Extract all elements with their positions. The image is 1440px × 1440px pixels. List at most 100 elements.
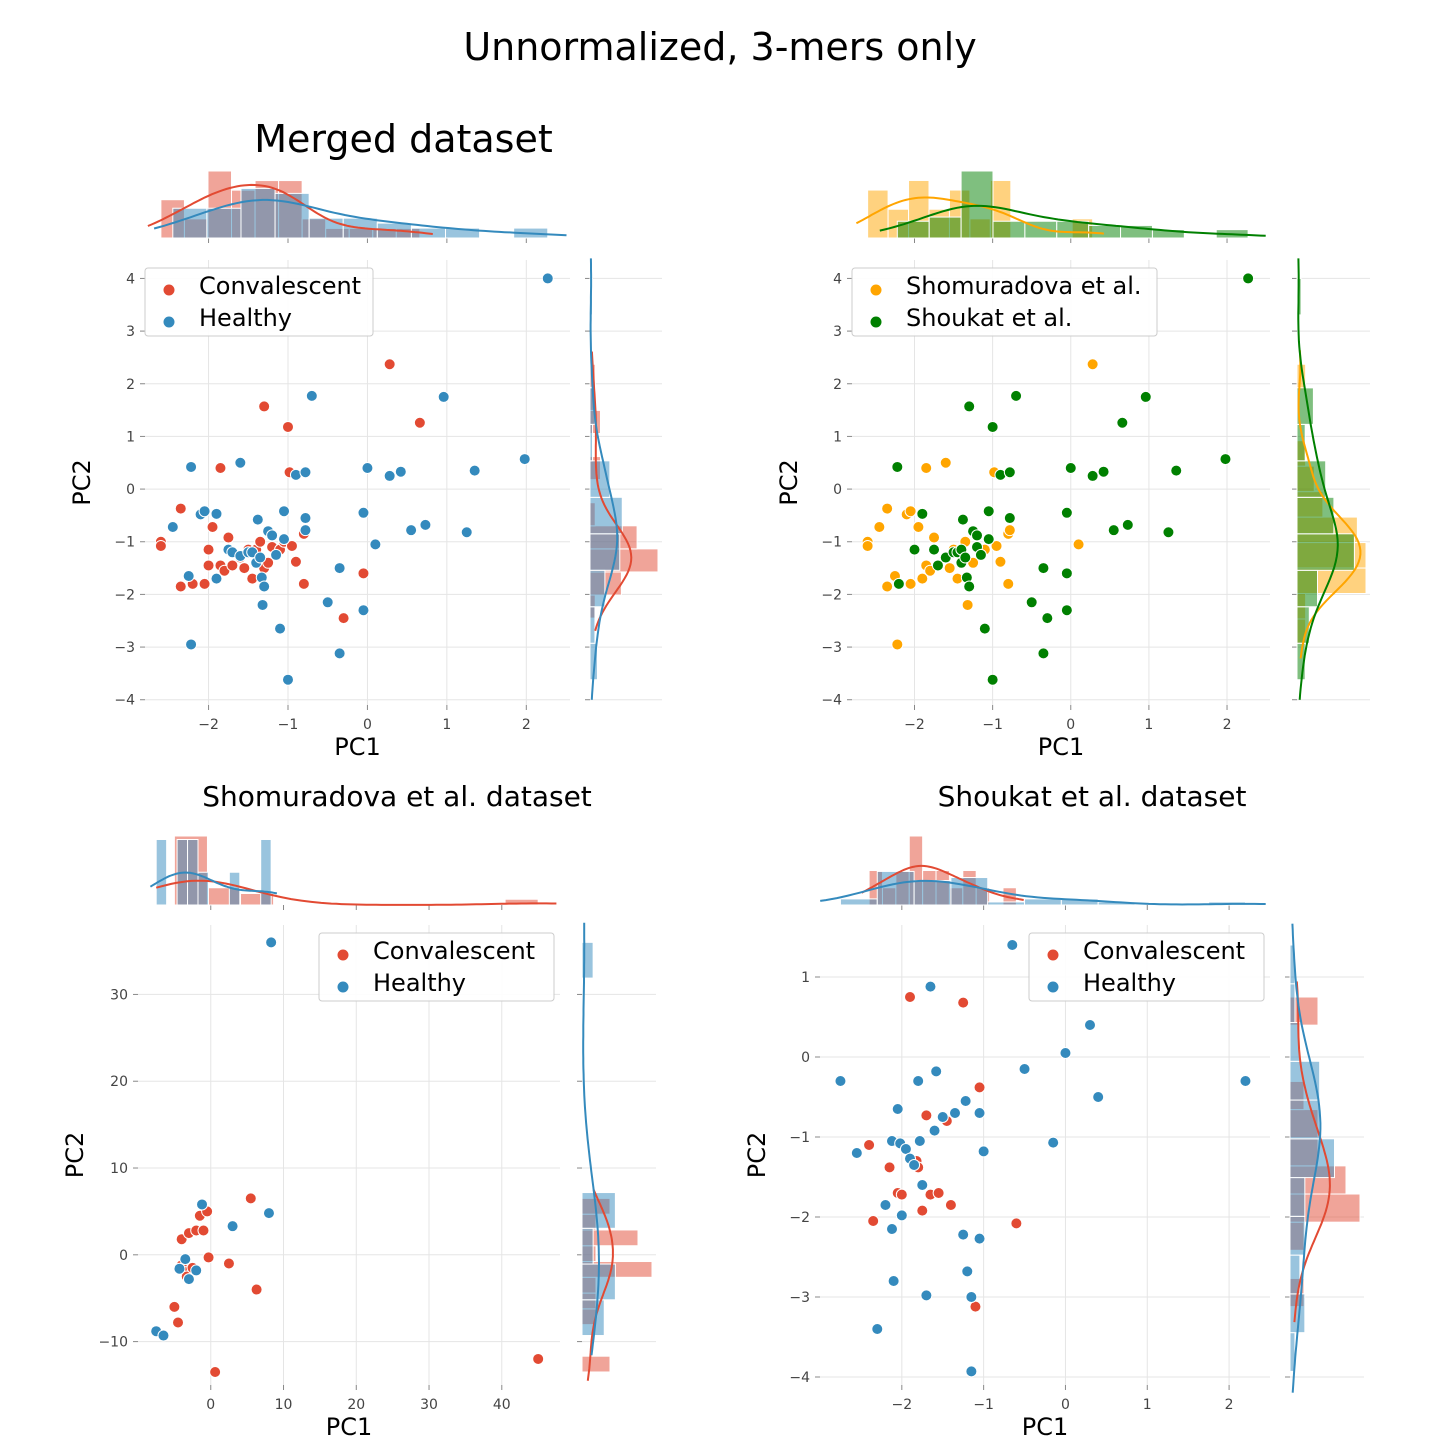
x-tick-label: 0 [206,1397,215,1413]
scatter-point [251,513,264,526]
right-kde-line [590,351,633,632]
scatter-point [357,604,370,617]
scatter-point [518,453,531,466]
scatter-point [892,577,905,590]
scatter-point [1041,612,1054,625]
scatter-point [871,1323,884,1335]
scatter-point [916,1204,929,1217]
scatter-point [394,465,407,478]
scatter-point [1072,538,1085,551]
scatter-point [928,1124,941,1137]
scatter-point [916,1179,929,1191]
y-tick-label: −3 [789,1290,810,1306]
right-kde-line [582,922,601,1356]
scatter-point [357,567,370,580]
scatter-point [222,531,235,544]
legend-label: Healthy [373,969,466,997]
top-hist-bar [240,187,276,239]
scatter-point [1060,604,1073,617]
scatter-point [1107,524,1120,537]
x-tick-label: 30 [420,1397,438,1413]
scatter-point [1097,465,1110,478]
scatter-point [1025,596,1038,609]
top-kde-line [879,204,1266,237]
scatter-point [978,622,991,635]
scatter-point [1047,1136,1060,1149]
y-tick-label: 20 [110,1074,128,1090]
scatter-point [971,529,984,542]
x-axis-label: PC1 [334,733,381,761]
scatter-point [321,596,334,609]
scatter-point [256,598,269,611]
legend-box [318,932,555,1002]
scatter-point [928,531,941,544]
scatter-point [973,1081,986,1094]
scatter-point [883,1161,896,1174]
scatter-point [904,577,917,590]
legend-marker [162,315,176,329]
scatter-point [357,506,370,519]
x-tick-label: −1 [982,717,1003,733]
scatter-point [977,1145,990,1158]
scatter-point [541,272,554,285]
panel-title: Shomuradova et al. dataset [202,780,592,813]
scatter-point [990,539,1003,552]
scatter-point [1219,453,1232,466]
scatter-point [949,1107,961,1119]
scatter-point [1121,518,1134,531]
scatter-point [278,533,291,546]
scatter-point [1239,1075,1252,1087]
right-kde-line [589,258,619,700]
top-kde-line [149,871,278,895]
right-hist-bar [1289,983,1296,1024]
scatter-point [238,562,251,575]
top-hist-bar [1151,229,1185,239]
panel-1: Merged dataset −2 −1 0 1 2 −4 −3 −2 −1 0 1 2 3 4 PC1 PC2… [68,117,662,761]
scatter-point [210,572,223,585]
y-tick-label: 2 [833,377,842,393]
y-axis-label: PC2 [743,1132,771,1179]
scatter-point [1060,567,1073,580]
legend-label: Healthy [1083,969,1176,997]
scatter-point [185,460,198,473]
scatter-point [895,1188,908,1201]
x-tick-label: −1 [973,1397,994,1413]
scatter-point [258,580,271,593]
x-tick-label: 0 [363,717,372,733]
scatter-point [173,1262,186,1275]
scatter-point [1037,562,1050,575]
legend-label: Convalescent [373,937,535,965]
legend-label: Shomuradova et al. [906,272,1142,300]
x-tick-label: 2 [1225,1397,1234,1413]
scatter-point [943,562,956,575]
top-hist-bar [867,189,889,239]
scatter-point [904,991,916,1003]
x-tick-label: −2 [891,1397,912,1413]
scatter-point [285,539,298,552]
right-kde-line [586,1189,614,1381]
right-hist-bar [589,533,621,571]
x-axis-label: PC1 [1022,1413,1069,1440]
scatter-point [1162,526,1175,539]
scatter-point [198,505,211,518]
scatter-point [920,1289,933,1302]
x-axis-label: PC1 [326,1413,373,1440]
scatter-point [244,1192,257,1205]
y-tick-label: −10 [98,1335,128,1351]
scatter-point [209,1365,222,1378]
scatter-point [278,505,291,518]
scatter-point [994,555,1007,568]
y-tick-label: 10 [110,1161,128,1177]
x-tick-label: 20 [347,1397,365,1413]
scatter-point [281,420,294,433]
scatter-point [437,390,450,403]
scatter-point [916,572,929,585]
x-tick-label: 1 [1143,1397,1152,1413]
right-hist-bar [581,1192,616,1229]
scatter-point [973,1232,986,1245]
scatter-point [879,1199,892,1211]
top-hist-bar [444,227,481,239]
scatter-point [333,647,346,660]
y-tick-label: 0 [801,1050,810,1066]
scatter-point [1084,1019,1096,1031]
